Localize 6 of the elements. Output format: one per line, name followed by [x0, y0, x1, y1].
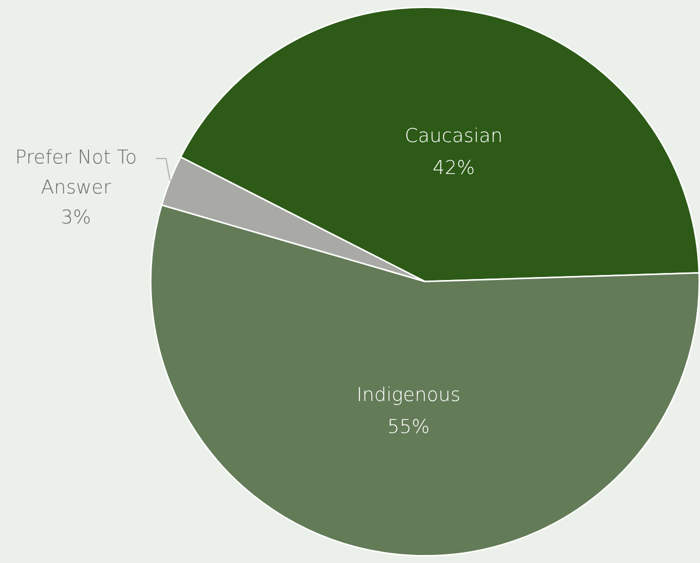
data-label: 42%: [432, 156, 475, 179]
slice-label: Caucasian: [404, 124, 503, 147]
slice-label: Indigenous: [356, 384, 460, 406]
data-label: 3%: [60, 206, 92, 228]
data-label: 55%: [387, 416, 430, 438]
slice-label: Prefer Not To Answer: [15, 146, 137, 198]
